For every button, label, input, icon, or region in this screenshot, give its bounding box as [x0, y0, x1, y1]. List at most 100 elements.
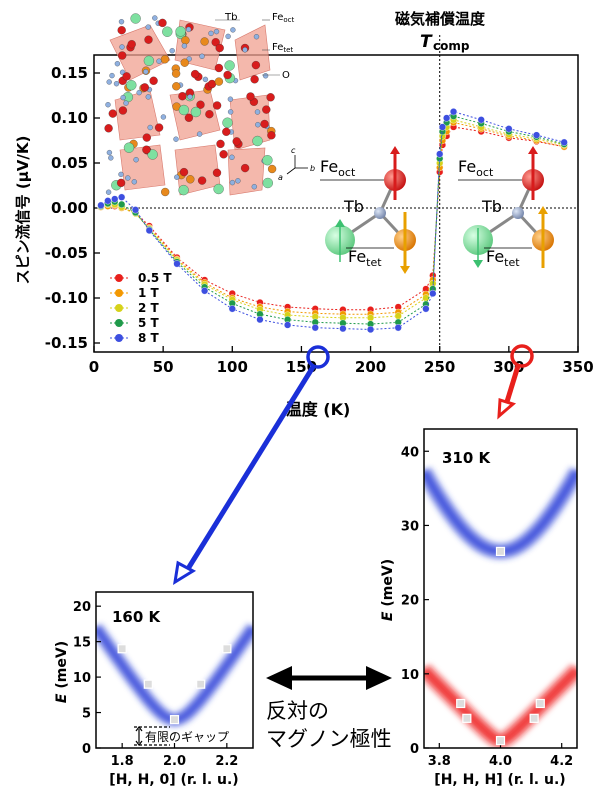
data-point: [228, 305, 236, 313]
legend-label: 8 T: [138, 331, 160, 345]
dispersion-160k-y-label: E (meV): [54, 641, 70, 703]
atom: [118, 19, 125, 25]
atom: [140, 83, 149, 92]
legend-marker: [115, 334, 123, 342]
finite-gap-annotation: 有限のギャップ: [134, 726, 229, 746]
tb-spin-arrow-head: [335, 219, 345, 227]
data-point: [449, 108, 458, 116]
y-tick-label: 0.00: [51, 199, 88, 217]
atom: [106, 149, 113, 156]
dispersion-310k-y-label: E (meV): [380, 559, 396, 621]
atom: [252, 135, 263, 147]
double-arrow-right-head: [366, 666, 392, 690]
series-line: [100, 115, 565, 325]
magnon-band-core: [96, 625, 253, 723]
y-tick-label: 10: [401, 668, 419, 683]
atom: [145, 94, 151, 100]
atom: [106, 79, 112, 85]
data-point: [422, 305, 430, 313]
atom: [145, 24, 151, 30]
atom: [208, 30, 214, 37]
atom: [246, 92, 255, 101]
measured-point: [462, 713, 472, 723]
atom: [185, 26, 192, 33]
y-tick-label: -0.10: [45, 289, 88, 307]
atom: [186, 175, 195, 184]
x-tick-label: 350: [562, 358, 593, 376]
data-point: [429, 289, 437, 298]
connector-310k: [497, 344, 534, 420]
marker-ring-160k: [306, 345, 330, 369]
atom: [136, 89, 142, 96]
legend-label: 5 T: [138, 316, 160, 330]
atom: [180, 58, 189, 67]
atom: [222, 127, 231, 136]
atom: [262, 177, 273, 189]
atom: [117, 26, 126, 35]
data-point: [131, 206, 140, 214]
finite-gap-label: 有限のギャップ: [145, 730, 229, 744]
spin-signal-chart: 0 50 100 150 200 250 300 3500.150.100.050.00-0.…: [14, 35, 594, 419]
spin-label: Fetet: [486, 247, 520, 269]
legend-marker: [115, 319, 123, 327]
atom: [147, 149, 158, 160]
arrow-line-310k: [503, 365, 521, 406]
main-reference-lines: [94, 35, 578, 352]
atom: [262, 73, 269, 79]
measured-point: [196, 679, 206, 689]
atom: [251, 60, 261, 70]
magnon-band-310k: [424, 467, 577, 748]
measured-point: [117, 644, 127, 654]
y-tick-label: 20: [73, 600, 91, 615]
fe-oct-spin-arrow-head: [528, 146, 538, 154]
data-point: [311, 324, 319, 332]
y-tick-label: 0.10: [51, 109, 88, 127]
atom: [158, 18, 167, 28]
data-point: [436, 150, 444, 158]
legend-marker: [115, 289, 123, 297]
atom: [212, 101, 222, 110]
data-point: [394, 324, 402, 332]
atom: [130, 13, 141, 24]
polyhedron: [109, 24, 171, 81]
atom: [114, 61, 121, 67]
atom: [171, 69, 181, 78]
main-axis-ticks: 0 50 100 150 200 250 300 3500.150.100.050.00-0.…: [45, 64, 594, 376]
main-x-axis-label: 温度 (K): [285, 400, 351, 419]
data-point: [256, 316, 264, 324]
data-point: [366, 314, 375, 322]
x-tick-label: 1.8: [111, 754, 134, 769]
atom: [169, 48, 175, 54]
atom: [104, 124, 113, 133]
measured-point: [169, 715, 180, 725]
tb-atom: [374, 207, 386, 219]
atom: [125, 175, 131, 181]
x-tick-label: 0: [89, 358, 99, 376]
data-point: [477, 116, 485, 124]
tcomp-subscript: comp: [433, 39, 470, 53]
atom: [144, 35, 153, 44]
atom: [118, 106, 128, 115]
x-tick-label: 4.0: [489, 754, 512, 769]
atom: [113, 81, 120, 87]
series-line: [100, 121, 565, 315]
x-tick-label: 2.0: [163, 754, 186, 769]
crystal-label-o: O: [282, 70, 290, 81]
atom: [179, 167, 189, 177]
atom: [162, 26, 173, 37]
atom: [108, 155, 114, 161]
data-point: [560, 138, 568, 146]
connector-160k: [173, 345, 330, 585]
y-tick-label: 5: [82, 707, 91, 722]
atom: [152, 15, 158, 21]
atom: [251, 184, 257, 190]
atom: [119, 44, 125, 50]
magnon-band-core: [424, 469, 577, 556]
atom: [253, 34, 260, 40]
atom: [224, 60, 235, 71]
series-line: [100, 119, 565, 319]
opposite-polarity-callout: 反対の マグノン極性: [266, 666, 392, 751]
legend-label: 0.5 T: [138, 271, 172, 285]
measured-point: [495, 735, 506, 746]
polarity-text-line1: 反対の: [266, 699, 329, 723]
